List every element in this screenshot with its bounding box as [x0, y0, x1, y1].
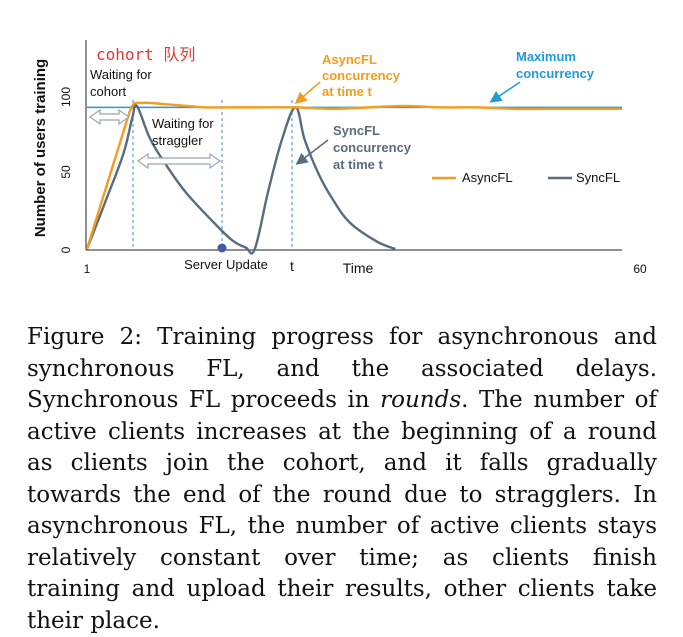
figure: Number of users training 0 50 100 1 60 T… [0, 0, 683, 300]
max-concurrency-note: Maximum concurrency [516, 49, 595, 81]
caption-emphasis: rounds [380, 387, 462, 413]
legend: AsyncFL SyncFL [432, 170, 620, 185]
y-tick-100: 100 [59, 87, 73, 107]
caption-text-after: . The number of active clients increases… [27, 387, 657, 634]
waiting-cohort-label: Waiting for cohort [90, 67, 155, 99]
y-axis-label: Number of users training [32, 59, 49, 237]
waiting-cohort-line2: cohort [90, 84, 127, 99]
x-tick-1: 1 [84, 262, 91, 276]
double-arrow-straggler [136, 152, 222, 170]
caption-text-before: Training progress for asynchronous and s… [27, 324, 658, 413]
chart: Number of users training 0 50 100 1 60 T… [32, 40, 647, 276]
async-note-arrow [294, 81, 321, 104]
caption-label: Figure 2: [27, 324, 142, 350]
async-note-line3: at time t [322, 84, 373, 99]
sync-note-arrow [295, 139, 329, 165]
cohort-overlay-label: cohort 队列 [96, 45, 195, 64]
series-line-asyncfl [85, 101, 622, 250]
waiting-straggler-line2: straggler [152, 133, 203, 148]
y-tick-0: 0 [59, 246, 73, 253]
max-note-arrow [489, 81, 521, 103]
double-arrow-cohort [88, 108, 131, 126]
x-axis-label: Time [343, 260, 374, 276]
sync-note-line3: at time t [333, 157, 384, 172]
waiting-straggler-line1: Waiting for [152, 116, 214, 131]
sync-note-line2: concurrency [333, 140, 412, 155]
async-concurrency-note: AsyncFL concurrency at time t [322, 52, 404, 99]
waiting-cohort-line1: Waiting for [90, 67, 152, 82]
legend-label-asyncfl: AsyncFL [462, 170, 513, 185]
max-note-line1: Maximum [516, 49, 576, 64]
async-note-line2: concurrency [322, 68, 401, 83]
sync-concurrency-note: SyncFL concurrency at time t [333, 123, 415, 172]
legend-label-syncfl: SyncFL [576, 170, 620, 185]
waiting-straggler-label: Waiting for straggler [152, 116, 217, 148]
x-tick-60: 60 [633, 262, 647, 276]
server-update-point [217, 243, 227, 253]
series-line-syncfl [85, 103, 396, 255]
max-note-line2: concurrency [516, 66, 595, 81]
time-t-label: t [290, 258, 294, 274]
y-tick-50: 50 [59, 165, 73, 179]
server-update-label: Server Update [184, 257, 268, 272]
figure-caption: Figure 2: Training progress for asynchro… [27, 322, 657, 637]
sync-note-line1: SyncFL [333, 123, 380, 138]
async-note-line1: AsyncFL [322, 52, 377, 67]
